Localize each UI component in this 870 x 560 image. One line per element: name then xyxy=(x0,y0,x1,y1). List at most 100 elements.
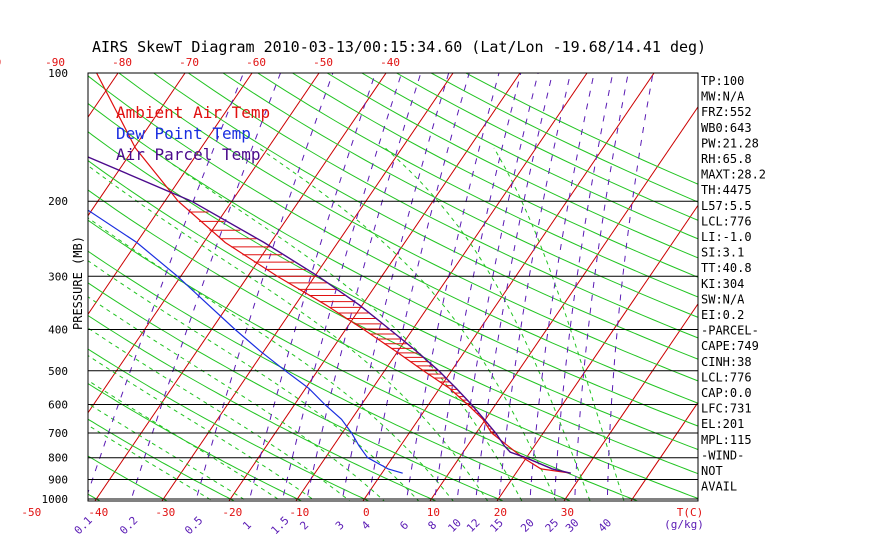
stability-index: CINH:38 xyxy=(701,355,752,369)
dry-adiabat-line xyxy=(88,455,169,501)
mixing-ratio-tick: 0.5 xyxy=(182,514,205,537)
moist-adiabat-line xyxy=(88,217,454,501)
dry-adiabat-line xyxy=(88,102,698,427)
dry-adiabat-line xyxy=(292,73,698,278)
mixing-ratio-line xyxy=(248,73,376,501)
mixing-ratio-tick: 8 xyxy=(425,519,439,533)
dry-adiabat-line xyxy=(465,73,698,185)
mixing-ratio-line xyxy=(367,73,470,501)
temp-tick-bottom: -30 xyxy=(155,506,175,519)
pressure-tick-label: 900 xyxy=(48,474,68,487)
stability-index: LCL:776 xyxy=(701,214,752,228)
legend-entry: Dew Point Temp xyxy=(116,124,251,143)
pressure-tick-label: 1000 xyxy=(42,493,69,506)
dry-adiabat-line xyxy=(118,73,698,382)
isotherm-line xyxy=(88,73,320,414)
temp-tick-top: -100 xyxy=(0,56,1,69)
isotherm-line xyxy=(496,204,698,501)
temp-tick-bottom: -10 xyxy=(289,506,309,519)
legend: Ambient Air Temp Dew Point Temp Air Parcel… xyxy=(116,103,270,164)
dry-adiabat-lines xyxy=(88,73,698,501)
dry-adiabat-line xyxy=(153,73,698,360)
stability-index: PW:21.28 xyxy=(701,136,759,150)
temp-tick-bottom: -20 xyxy=(222,506,242,519)
dry-adiabat-line xyxy=(88,75,698,404)
stability-index: TH:4475 xyxy=(701,183,752,197)
stability-index: -WIND- xyxy=(701,448,744,462)
mixing-ratio-line xyxy=(574,73,629,501)
temp-tick-bottom: 10 xyxy=(427,506,440,519)
stability-index: NOT xyxy=(701,464,723,478)
chart-title: AIRS SkewT Diagram 2010-03-13/00:15:34.6… xyxy=(92,38,706,56)
mixing-ratio-line xyxy=(553,73,614,501)
dew-point-line xyxy=(88,209,403,474)
stability-index: LI:-1.0 xyxy=(701,230,752,244)
isotherm-line xyxy=(94,73,387,501)
isotherm-line xyxy=(228,73,521,501)
dry-adiabat-line xyxy=(88,418,236,501)
dry-adiabat-line xyxy=(88,282,505,501)
parcel-temp-line xyxy=(88,156,571,474)
pressure-tick-label: 200 xyxy=(48,195,68,208)
dry-adiabat-line xyxy=(88,250,572,501)
mixing-ratio-line xyxy=(434,73,522,501)
mixing-ratio-tick: 1 xyxy=(240,519,254,533)
temp-tick-top: -90 xyxy=(45,56,65,69)
stability-index: KI:304 xyxy=(701,277,744,291)
plot-area xyxy=(88,73,698,501)
ambient-temp-line xyxy=(96,73,571,474)
profile-series xyxy=(88,73,571,474)
mixing-ratio-line xyxy=(195,73,334,501)
dry-adiabat-line xyxy=(188,73,698,339)
isotherm-line xyxy=(630,401,698,501)
mixing-ratio-line xyxy=(341,73,450,501)
temp-tick-bottom: -50 xyxy=(21,506,41,519)
temp-tick-bottom: -40 xyxy=(88,506,108,519)
dry-adiabat-line xyxy=(88,131,698,451)
temp-tick-top: -80 xyxy=(112,56,132,69)
mixing-ratio-tick: 1.5 xyxy=(268,514,291,537)
legend-entry: Ambient Air Temp xyxy=(116,103,270,122)
pressure-tick-label: 400 xyxy=(48,323,68,336)
plot-frame xyxy=(87,72,699,502)
temp-tick-bottom: 30 xyxy=(561,506,574,519)
stability-index: LFC:731 xyxy=(701,402,752,416)
stability-index: CAPE:749 xyxy=(701,339,759,353)
stability-index: AVAIL xyxy=(701,480,737,494)
isotherm-line xyxy=(161,73,454,501)
mixing-ratio-line xyxy=(281,73,403,501)
temp-tick-top: -70 xyxy=(179,56,199,69)
mixing-ratio-tick: 20 xyxy=(518,516,537,535)
stability-index: -PARCEL- xyxy=(701,324,759,338)
mixing-ratio-tick: 3 xyxy=(333,519,347,533)
mixing-ratio-line xyxy=(88,73,244,495)
mixing-ratio-line xyxy=(405,73,500,501)
mixing-ratio-tick: 40 xyxy=(596,516,615,535)
pressure-tick-label: 800 xyxy=(48,452,68,465)
pressure-tick-label: 600 xyxy=(48,398,68,411)
mixing-ratio-tick: 6 xyxy=(397,519,411,533)
mixing-ratio-line xyxy=(498,73,571,501)
dry-adiabat-line xyxy=(326,73,698,259)
stability-index: SW:N/A xyxy=(701,292,745,306)
stability-index: L57:5.5 xyxy=(701,199,752,213)
mixing-ratio-line xyxy=(130,73,281,501)
dry-adiabat-line xyxy=(361,73,698,240)
isotherm-line xyxy=(563,303,698,501)
stability-index: LCL:776 xyxy=(701,370,752,384)
stability-index: MAXT:28.2 xyxy=(701,168,766,182)
stability-index: MPL:115 xyxy=(701,433,752,447)
mixing-ratio-unit: (g/kg) xyxy=(664,518,704,531)
isotherm-line xyxy=(295,73,588,501)
mixing-ratio-tick: 25 xyxy=(543,516,562,535)
stability-index: MW:N/A xyxy=(701,90,745,104)
stability-index: EI:0.2 xyxy=(701,308,744,322)
dry-adiabat-line xyxy=(88,219,639,501)
dry-adiabat-line xyxy=(88,314,438,501)
moist-adiabat-line xyxy=(88,164,489,501)
moist-adiabat-line xyxy=(88,402,248,501)
mixing-ratio-line xyxy=(606,73,654,501)
isobar-lines xyxy=(88,73,698,500)
